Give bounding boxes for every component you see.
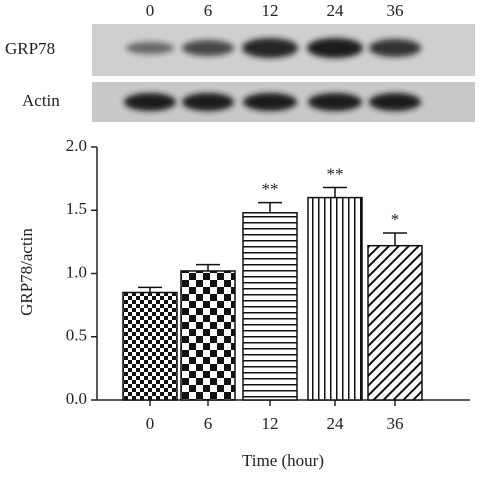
band [369, 39, 421, 57]
error-bar [196, 263, 220, 271]
band [308, 93, 362, 111]
y-tick-label: 1.0 [66, 262, 87, 281]
y-axis-label: GRP78/actin [17, 228, 36, 316]
band [243, 93, 297, 111]
error-bar [258, 201, 282, 213]
lane-label: 36 [387, 1, 404, 20]
annotation: ** [262, 180, 279, 199]
x-tick-label: 6 [204, 414, 213, 433]
lane-label: 24 [327, 1, 345, 20]
y-tick-label: 0.5 [66, 326, 87, 345]
bar [367, 244, 423, 401]
x-tick-label: 12 [262, 414, 279, 433]
blot-row-label: Actin [22, 91, 60, 110]
y-tick-label: 2.0 [66, 136, 87, 155]
annotation: ** [327, 164, 344, 183]
blot-row-label: GRP78 [5, 39, 55, 58]
y-tick-label: 1.5 [66, 199, 87, 218]
y-tick-label: 0.0 [66, 389, 87, 408]
band [126, 42, 174, 54]
bar [180, 270, 236, 401]
lane-label: 12 [262, 1, 279, 20]
bar [242, 212, 298, 401]
bar [122, 291, 178, 401]
error-bar [323, 186, 347, 198]
band [307, 38, 363, 58]
x-tick-label: 0 [146, 414, 155, 433]
bar [307, 196, 363, 401]
band [369, 93, 421, 111]
x-axis-label: Time (hour) [242, 451, 324, 470]
blot: GRP78 Actin [5, 24, 475, 122]
x-tick-label: 24 [327, 414, 345, 433]
band [182, 93, 234, 111]
band [242, 38, 298, 58]
band [182, 40, 234, 56]
lane-label: 0 [146, 1, 155, 20]
lane-label: 6 [204, 1, 213, 20]
annotation: * [391, 210, 400, 229]
error-bar [138, 286, 162, 293]
x-tick-label: 36 [387, 414, 404, 433]
band [124, 93, 176, 111]
error-bar [383, 232, 407, 246]
